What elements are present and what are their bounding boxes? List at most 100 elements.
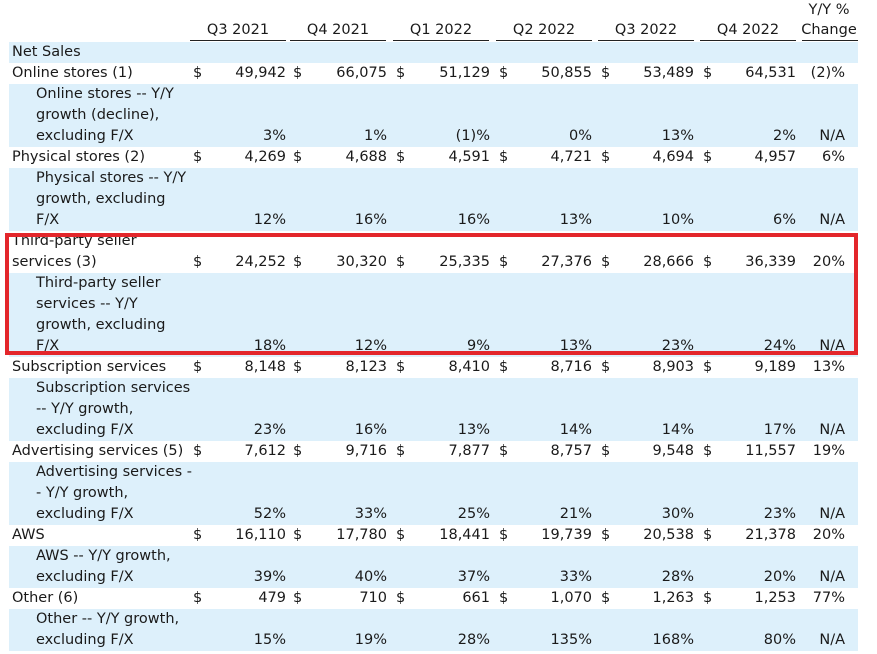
row-label-line: excluding F/X [36, 128, 134, 144]
value-cell: 49,942 [235, 65, 286, 81]
sales-row: Other (6) $479 $710 $661 $1,070 $1,263 $1,253 7… [0, 588, 860, 609]
value-cell: 8,716 [550, 359, 592, 375]
value-cell: 1,070 [550, 590, 592, 606]
column-header-q1-2022: Q1 2022 [409, 22, 473, 38]
value-cell: 4,591 [448, 149, 490, 165]
value-cell: (1)% [455, 128, 490, 144]
growth-row: Third-party seller services -- Y/Y growth,… [0, 273, 860, 357]
growth-row: Advertising services - - Y/Y growth, exclu… [0, 462, 860, 525]
value-cell: 19% [354, 632, 387, 648]
value-cell: 23% [763, 506, 796, 522]
value-cell: 16% [457, 212, 490, 228]
yy-change-cell: 20% [812, 254, 845, 270]
value-cell: 13% [457, 422, 490, 438]
row-label-line: Subscription services [36, 380, 191, 396]
yy-change-cell: N/A [819, 128, 845, 144]
column-header-q4-2021: Q4 2021 [306, 22, 370, 38]
value-cell: 479 [258, 590, 286, 606]
value-cell: 12% [354, 338, 387, 354]
column-header-q3-2021: Q3 2021 [206, 22, 270, 38]
yy-change-cell: N/A [819, 212, 845, 228]
currency-symbol: $ [703, 254, 713, 270]
row-label: AWS [12, 527, 45, 543]
header-rule [700, 40, 796, 41]
yy-change-cell: N/A [819, 338, 845, 354]
currency-symbol: $ [293, 65, 303, 81]
yy-change-cell: N/A [819, 422, 845, 438]
currency-symbol: $ [601, 149, 611, 165]
value-cell: 64,531 [745, 65, 796, 81]
value-cell: 7,877 [448, 443, 490, 459]
value-cell: 0% [568, 128, 592, 144]
value-cell: 1,253 [754, 590, 796, 606]
row-label: Other (6) [12, 590, 79, 606]
row-label-line: growth, excluding [36, 191, 166, 207]
row-band [9, 84, 858, 147]
yy-change-cell: N/A [819, 569, 845, 585]
value-cell: 33% [559, 569, 592, 585]
value-cell: 33% [354, 506, 387, 522]
value-cell: 18,441 [439, 527, 490, 543]
value-cell: 28,666 [643, 254, 694, 270]
value-cell: 30,320 [336, 254, 387, 270]
value-cell: 17,780 [336, 527, 387, 543]
value-cell: 8,123 [345, 359, 387, 375]
currency-symbol: $ [193, 149, 203, 165]
row-label: Physical stores -- Y/Y growth, excluding F… [36, 168, 196, 231]
row-label-line: excluding F/X [36, 569, 134, 585]
currency-symbol: $ [499, 254, 509, 270]
value-cell: 8,148 [244, 359, 286, 375]
row-label-line: Third-party seller [36, 275, 161, 291]
value-cell: 661 [462, 590, 490, 606]
row-label-line: F/X [36, 338, 60, 354]
currency-symbol: $ [499, 527, 509, 543]
value-cell: 21% [559, 506, 592, 522]
currency-symbol: $ [396, 443, 406, 459]
column-header-q3-2022: Q3 2022 [614, 22, 678, 38]
currency-symbol: $ [499, 149, 509, 165]
currency-symbol: $ [499, 590, 509, 606]
value-cell: 135% [550, 632, 592, 648]
row-label-line: Other -- Y/Y growth, [36, 611, 180, 627]
value-cell: 21,378 [745, 527, 796, 543]
sales-row: Physical stores (2) $4,269 $4,688 $4,591 $4,… [0, 147, 860, 168]
value-cell: 9,548 [652, 443, 694, 459]
currency-symbol: $ [193, 65, 203, 81]
row-label-line: Third-party seller [12, 233, 137, 249]
value-cell: 710 [359, 590, 387, 606]
growth-row: Online stores -- Y/Y growth (decline), exc… [0, 84, 860, 147]
value-cell: 37% [457, 569, 490, 585]
row-label: Advertising services (5) [12, 443, 184, 459]
row-label: Subscription services -- Y/Y growth, exclu… [36, 378, 196, 441]
currency-symbol: $ [703, 443, 713, 459]
header-rule [802, 40, 858, 41]
value-cell: 14% [661, 422, 694, 438]
value-cell: 16% [354, 212, 387, 228]
value-cell: 168% [652, 632, 694, 648]
value-cell: 13% [559, 212, 592, 228]
currency-symbol: $ [193, 359, 203, 375]
header-rule [290, 40, 386, 41]
row-band [9, 462, 858, 525]
sales-row: AWS $16,110 $17,780 $18,441 $19,739 $20,538 $2… [0, 525, 860, 546]
row-label-line: excluding F/X [36, 422, 134, 438]
value-cell: 27,376 [541, 254, 592, 270]
value-cell: 25% [457, 506, 490, 522]
value-cell: 4,957 [754, 149, 796, 165]
value-cell: 8,757 [550, 443, 592, 459]
row-label: Physical stores (2) [12, 149, 145, 165]
value-cell: 11,557 [745, 443, 796, 459]
currency-symbol: $ [396, 527, 406, 543]
currency-symbol: $ [293, 590, 303, 606]
value-cell: 80% [763, 632, 796, 648]
currency-symbol: $ [396, 149, 406, 165]
value-cell: 7,612 [244, 443, 286, 459]
yy-change-cell: 13% [812, 359, 845, 375]
value-cell: 13% [661, 128, 694, 144]
row-label-line: Physical stores -- Y/Y [36, 170, 187, 186]
currency-symbol: $ [396, 65, 406, 81]
row-label-line: -- Y/Y growth, [36, 401, 134, 417]
net-sales-label: Net Sales [12, 44, 81, 60]
header-rule [393, 40, 489, 41]
value-cell: 53,489 [643, 65, 694, 81]
